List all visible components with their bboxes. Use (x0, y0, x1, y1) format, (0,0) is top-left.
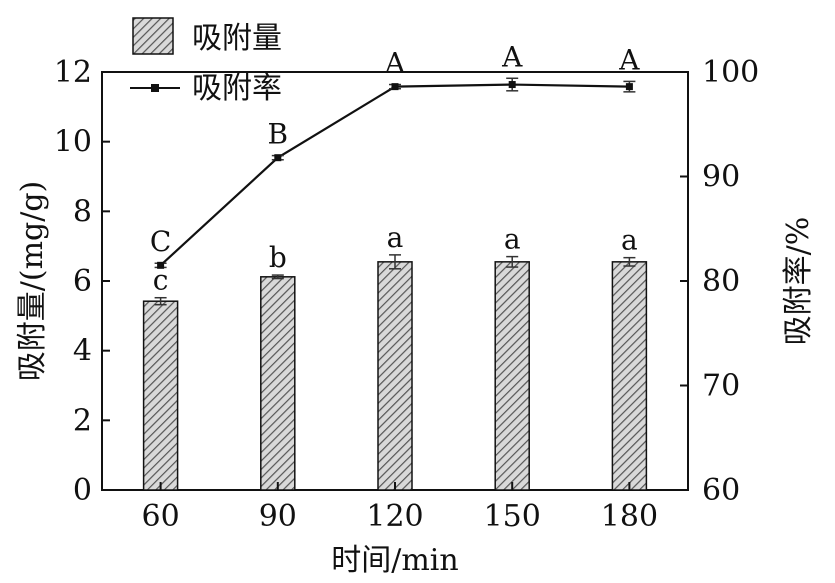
ticks-layer: 0 2 4 6 8 10 12 60 70 80 90 100 60 90 120 150 180 (54, 55, 759, 534)
line-significance-label: A (384, 47, 406, 80)
bar (260, 276, 296, 491)
y-right-tick-label: 60 (702, 473, 740, 508)
bar-significance-label: a (504, 223, 521, 256)
bar (377, 261, 413, 491)
bars-layer: c b a a a (142, 221, 648, 491)
legend: 吸附量 吸附率 (130, 17, 282, 106)
line-significance-label: C (150, 225, 171, 258)
y-left-tick-label: 6 (73, 264, 92, 299)
y-right-tick-label: 70 (702, 369, 740, 404)
line-point (157, 261, 165, 269)
line-point (391, 83, 399, 91)
y-left-tick-label: 0 (73, 473, 92, 508)
y-left-tick-label: 8 (73, 194, 92, 229)
legend-line-label: 吸附率 (192, 71, 282, 106)
line-significance-label: A (501, 40, 523, 73)
x-axis-label: 时间/min (331, 543, 458, 578)
x-tick-label: 120 (366, 499, 423, 534)
y-right-tick-label: 100 (702, 55, 759, 90)
y-left-tick-label: 10 (54, 125, 92, 160)
bar-significance-label: b (269, 241, 287, 274)
x-tick-label: 180 (601, 499, 658, 534)
legend-line-marker (151, 84, 159, 92)
legend-bar-label: 吸附量 (192, 21, 282, 56)
bar-significance-label: a (621, 224, 638, 257)
y-left-tick-label: 12 (54, 55, 92, 90)
x-tick-label: 60 (142, 499, 180, 534)
bar-significance-label: c (153, 264, 169, 297)
line-layer: C B A A A (150, 40, 640, 269)
y-axis-label-right: 吸附率/% (781, 217, 816, 346)
line-point (625, 83, 633, 91)
bar-significance-label: a (387, 221, 404, 254)
bar (494, 261, 530, 491)
y-right-tick-label: 90 (702, 160, 740, 195)
line-point (508, 81, 516, 89)
x-tick-label: 90 (259, 499, 297, 534)
y-left-tick-label: 4 (73, 334, 92, 369)
line-significance-label: B (268, 118, 289, 151)
y-left-tick-label: 2 (73, 403, 92, 438)
y-right-tick-label: 80 (702, 264, 740, 299)
bar (611, 261, 648, 491)
bar (142, 300, 179, 491)
line-significance-label: A (618, 43, 640, 76)
line-point (274, 154, 282, 162)
legend-bar-swatch (132, 17, 174, 55)
y-axis-label-left: 吸附量/(mg/g) (15, 181, 50, 381)
x-tick-label: 150 (484, 499, 541, 534)
